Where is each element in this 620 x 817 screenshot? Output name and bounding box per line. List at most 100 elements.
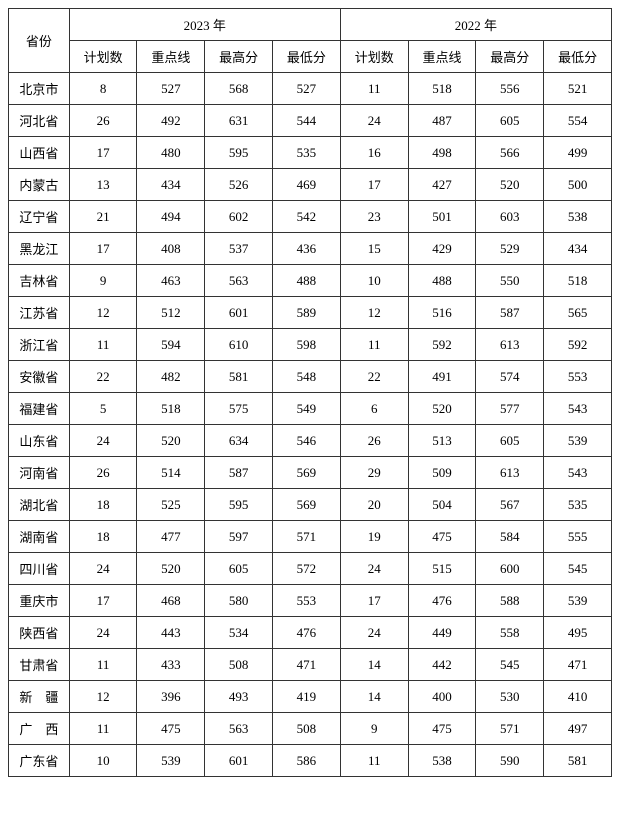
data-cell: 631 [205,105,273,137]
table-row: 四川省2452060557224515600545 [9,553,612,585]
data-cell: 469 [273,169,341,201]
data-cell: 434 [137,169,205,201]
data-cell: 566 [476,137,544,169]
data-cell: 563 [205,265,273,297]
data-cell: 613 [476,457,544,489]
data-cell: 605 [476,425,544,457]
data-cell: 14 [340,649,408,681]
data-cell: 539 [137,745,205,777]
data-cell: 17 [69,585,137,617]
data-cell: 525 [137,489,205,521]
header-year-2023: 2023 年 [69,9,340,41]
province-cell: 福建省 [9,393,70,425]
data-cell: 494 [137,201,205,233]
province-cell: 内蒙古 [9,169,70,201]
data-cell: 10 [69,745,137,777]
data-cell: 12 [69,297,137,329]
data-cell: 605 [476,105,544,137]
data-cell: 518 [408,73,476,105]
data-cell: 480 [137,137,205,169]
table-row: 湖北省1852559556920504567535 [9,489,612,521]
province-cell: 广东省 [9,745,70,777]
data-cell: 568 [205,73,273,105]
table-row: 山东省2452063454626513605539 [9,425,612,457]
data-cell: 520 [476,169,544,201]
data-cell: 544 [273,105,341,137]
data-cell: 12 [340,297,408,329]
data-cell: 22 [69,361,137,393]
data-cell: 530 [476,681,544,713]
province-cell: 湖北省 [9,489,70,521]
province-cell: 辽宁省 [9,201,70,233]
data-cell: 20 [340,489,408,521]
data-cell: 443 [137,617,205,649]
data-cell: 475 [408,713,476,745]
data-cell: 584 [476,521,544,553]
table-row: 河南省2651458756929509613543 [9,457,612,489]
data-cell: 26 [69,457,137,489]
data-cell: 442 [408,649,476,681]
data-cell: 501 [408,201,476,233]
province-cell: 湖南省 [9,521,70,553]
data-cell: 488 [408,265,476,297]
data-cell: 396 [137,681,205,713]
data-cell: 26 [340,425,408,457]
data-cell: 600 [476,553,544,585]
data-cell: 13 [69,169,137,201]
data-cell: 18 [69,521,137,553]
data-cell: 449 [408,617,476,649]
header-plan-2023: 计划数 [69,41,137,73]
data-cell: 488 [273,265,341,297]
data-cell: 11 [340,745,408,777]
table-row: 安徽省2248258154822491574553 [9,361,612,393]
data-cell: 471 [273,649,341,681]
data-cell: 598 [273,329,341,361]
header-max-2022: 最高分 [476,41,544,73]
data-cell: 11 [340,329,408,361]
province-cell: 河北省 [9,105,70,137]
data-cell: 555 [544,521,612,553]
data-cell: 545 [476,649,544,681]
header-min-2022: 最低分 [544,41,612,73]
data-cell: 21 [69,201,137,233]
data-cell: 577 [476,393,544,425]
data-cell: 22 [340,361,408,393]
data-cell: 17 [69,137,137,169]
data-cell: 429 [408,233,476,265]
header-max-2023: 最高分 [205,41,273,73]
data-cell: 400 [408,681,476,713]
data-cell: 610 [205,329,273,361]
header-row-2: 计划数 重点线 最高分 最低分 计划数 重点线 最高分 最低分 [9,41,612,73]
data-cell: 550 [476,265,544,297]
data-cell: 542 [273,201,341,233]
data-cell: 16 [340,137,408,169]
province-cell: 新 疆 [9,681,70,713]
data-cell: 520 [408,393,476,425]
table-body: 北京市852756852711518556521河北省2649263154424… [9,73,612,777]
data-cell: 595 [205,489,273,521]
table-row: 重庆市1746858055317476588539 [9,585,612,617]
data-cell: 574 [476,361,544,393]
data-cell: 427 [408,169,476,201]
data-cell: 476 [273,617,341,649]
data-cell: 521 [544,73,612,105]
data-cell: 520 [137,425,205,457]
data-cell: 571 [476,713,544,745]
province-cell: 北京市 [9,73,70,105]
data-cell: 529 [476,233,544,265]
data-cell: 535 [273,137,341,169]
data-cell: 592 [408,329,476,361]
data-cell: 495 [544,617,612,649]
data-cell: 587 [476,297,544,329]
data-cell: 543 [544,393,612,425]
table-row: 湖南省1847759757119475584555 [9,521,612,553]
data-cell: 588 [476,585,544,617]
province-cell: 陕西省 [9,617,70,649]
data-cell: 514 [137,457,205,489]
province-cell: 山东省 [9,425,70,457]
data-cell: 10 [340,265,408,297]
data-cell: 563 [205,713,273,745]
data-cell: 500 [544,169,612,201]
province-cell: 四川省 [9,553,70,585]
data-cell: 493 [205,681,273,713]
